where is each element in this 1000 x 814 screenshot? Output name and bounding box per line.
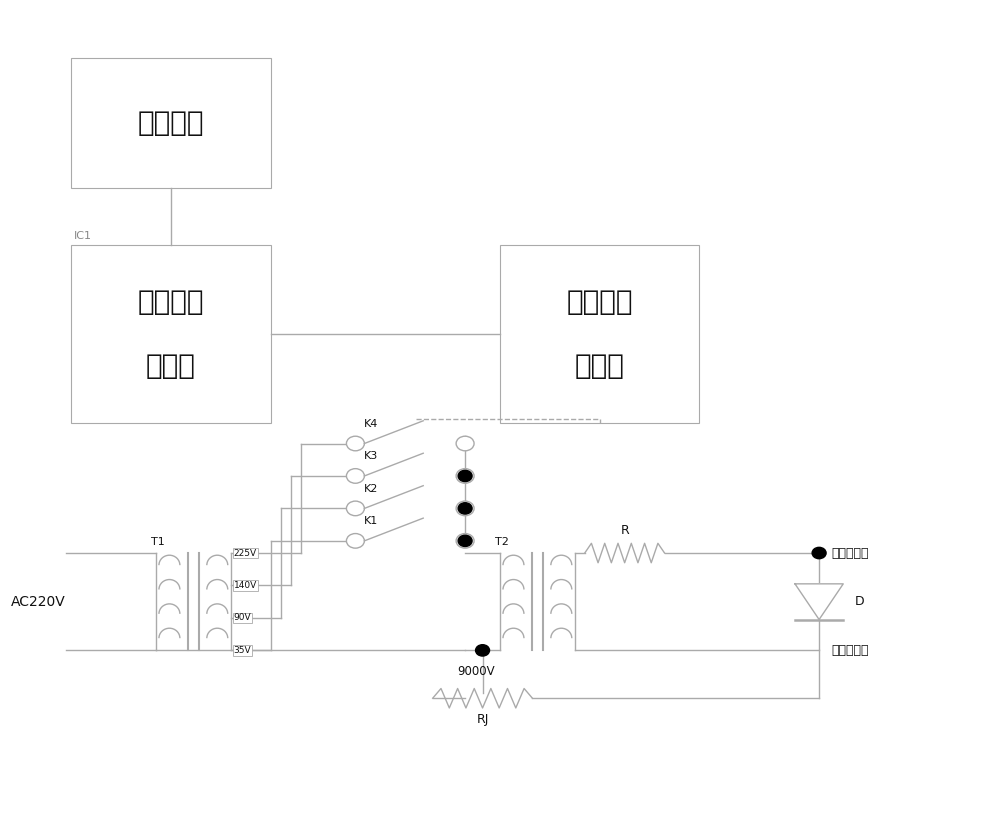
Text: 负治疗电压: 负治疗电压: [831, 644, 869, 657]
Circle shape: [456, 501, 474, 516]
Text: K1: K1: [363, 516, 378, 526]
Circle shape: [812, 547, 826, 558]
Circle shape: [458, 535, 472, 546]
Polygon shape: [795, 584, 843, 619]
Text: 控制器: 控制器: [146, 352, 196, 380]
Circle shape: [476, 645, 490, 656]
Text: R: R: [620, 523, 629, 536]
Circle shape: [456, 436, 474, 451]
Circle shape: [458, 470, 472, 482]
Text: 制电路: 制电路: [575, 352, 625, 380]
Text: K2: K2: [363, 484, 378, 494]
Circle shape: [456, 469, 474, 484]
Circle shape: [346, 533, 364, 548]
FancyBboxPatch shape: [71, 58, 271, 188]
Text: K4: K4: [363, 419, 378, 429]
Text: D: D: [855, 595, 865, 608]
Text: 正治疗电压: 正治疗电压: [831, 546, 869, 559]
Text: 9000V: 9000V: [457, 665, 495, 678]
FancyBboxPatch shape: [500, 245, 699, 423]
Text: 140V: 140V: [234, 581, 257, 590]
Text: T1: T1: [151, 536, 165, 546]
Text: 35V: 35V: [234, 646, 251, 655]
Text: 225V: 225V: [234, 549, 257, 558]
Text: 中央处理: 中央处理: [138, 287, 204, 316]
Text: K3: K3: [363, 451, 378, 462]
Text: T2: T2: [495, 536, 509, 546]
Circle shape: [346, 436, 364, 451]
Circle shape: [456, 533, 474, 548]
Text: AC220V: AC220V: [11, 595, 66, 609]
FancyBboxPatch shape: [71, 245, 271, 423]
Text: IC1: IC1: [74, 230, 92, 241]
Text: 输入模块: 输入模块: [138, 109, 204, 137]
Text: 90V: 90V: [234, 614, 251, 623]
Circle shape: [346, 501, 364, 516]
Text: 继电器控: 继电器控: [566, 287, 633, 316]
Circle shape: [346, 469, 364, 484]
Text: RJ: RJ: [476, 713, 489, 726]
Circle shape: [458, 503, 472, 514]
